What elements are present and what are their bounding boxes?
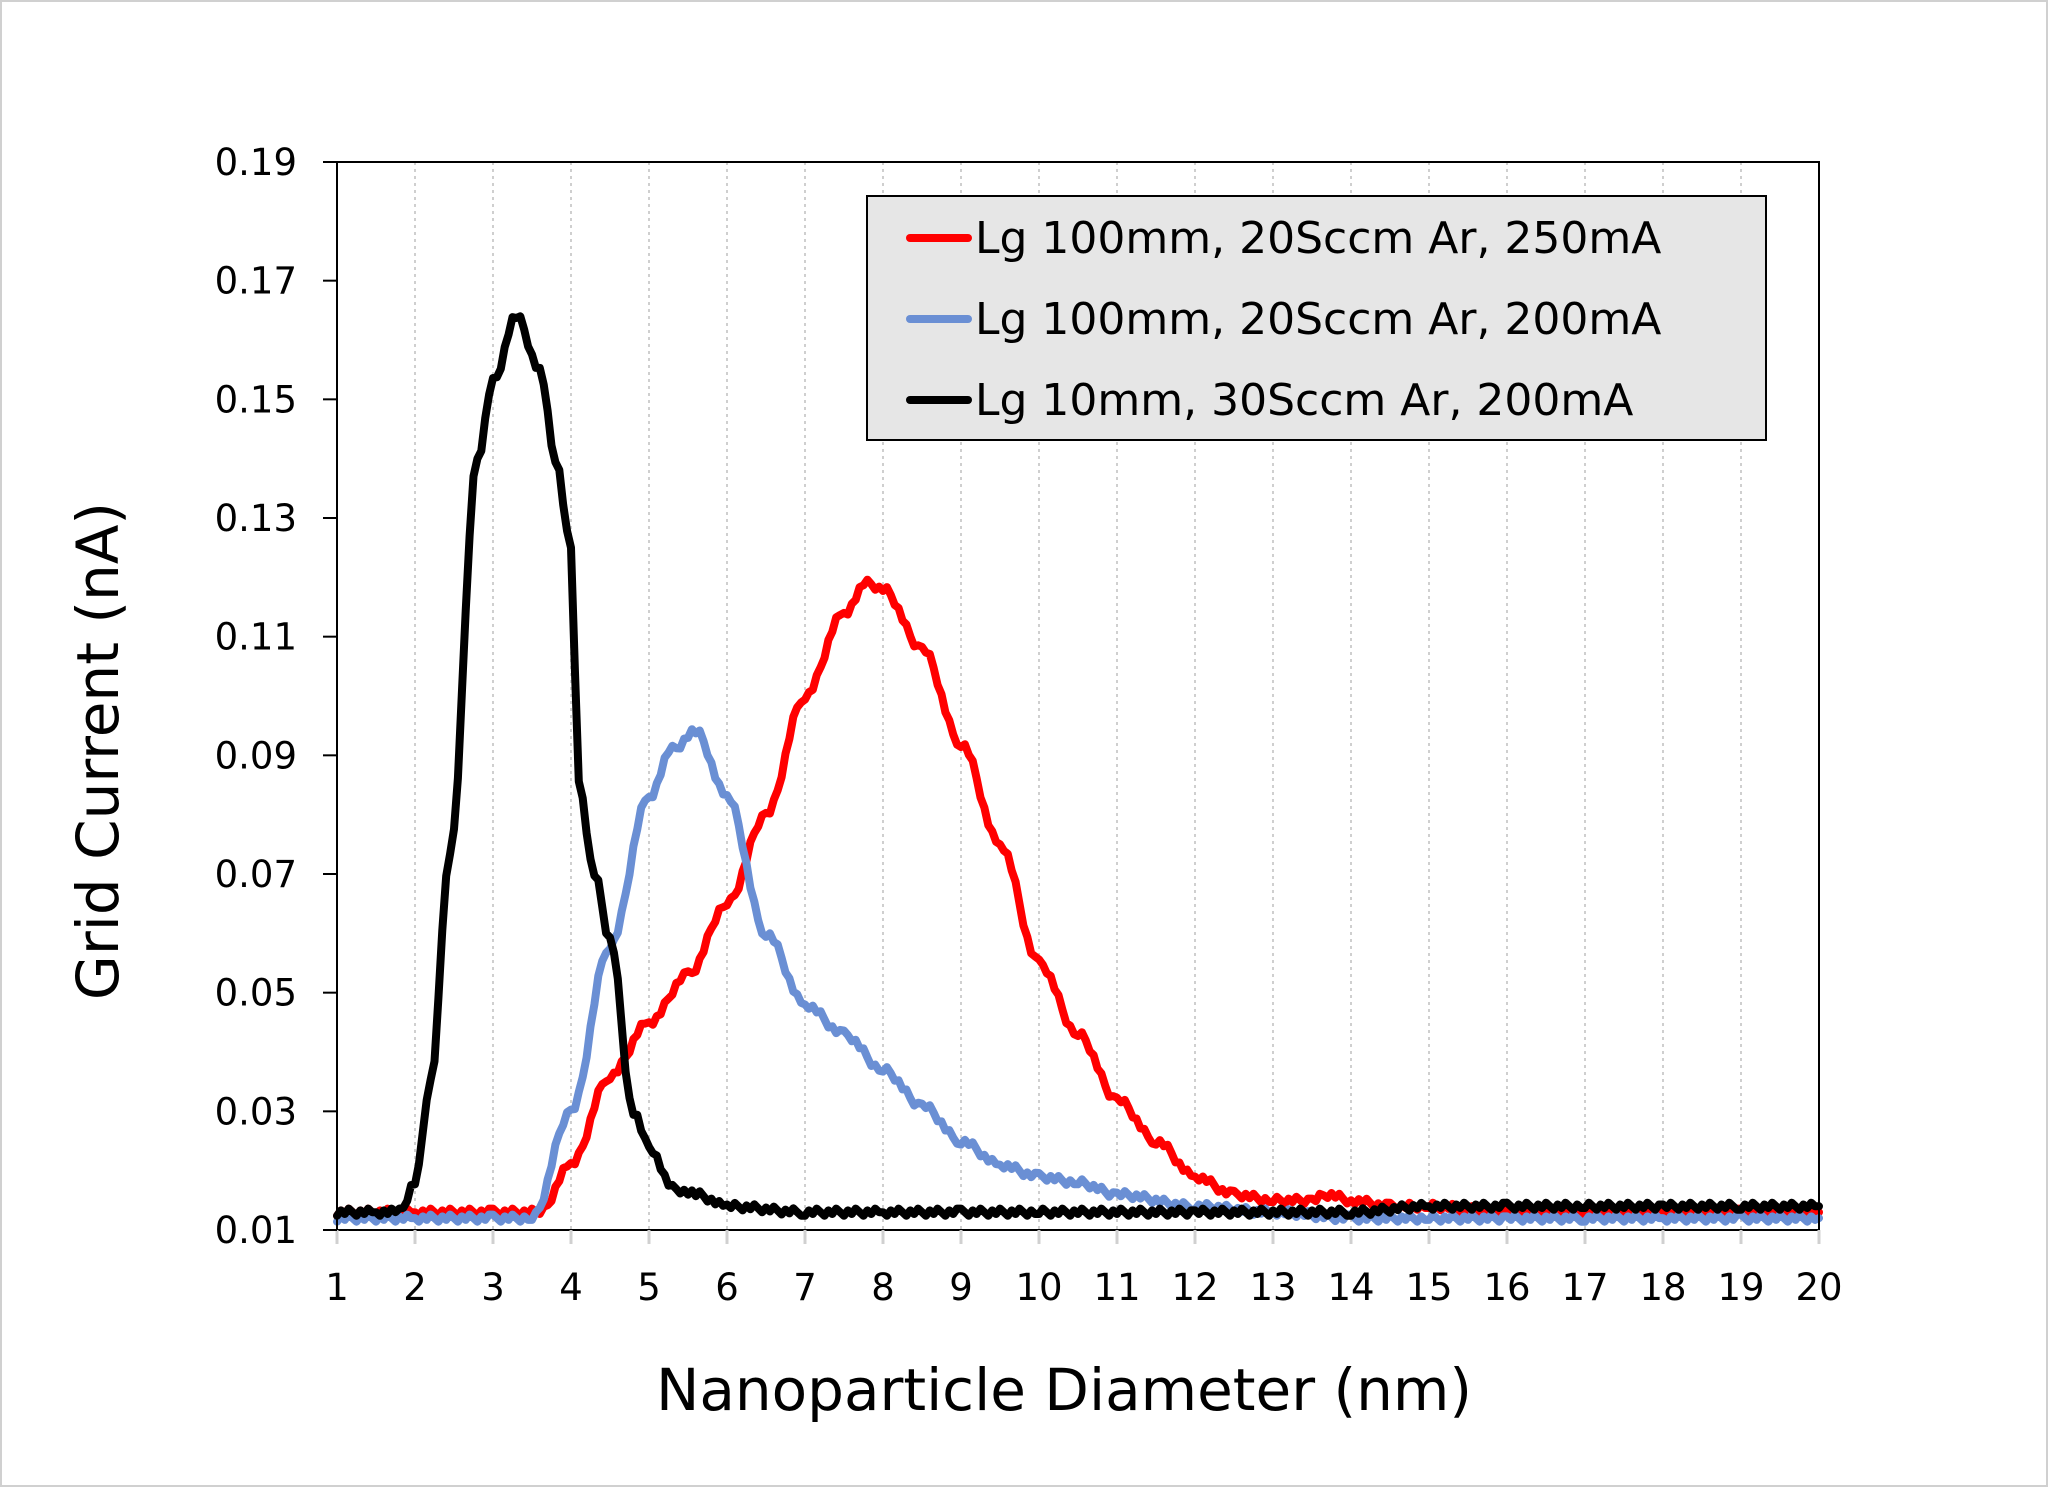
y-axis-title: Grid Current (nA) [64,502,132,1000]
x-tick-label: 12 [1171,1266,1218,1309]
x-tick-label: 16 [1483,1266,1530,1309]
y-tick-label: 0.13 [215,497,297,540]
x-tick-label: 11 [1093,1266,1140,1309]
y-tick-label: 0.15 [215,378,297,421]
plot-border [336,161,1820,1231]
x-tick-label: 15 [1405,1266,1452,1309]
y-tick-label: 0.09 [215,734,297,777]
legend-label: Lg 100mm, 20Sccm Ar, 250mA [975,213,1661,264]
y-axis-ticks: 0.01 0.03 0.05 0.07 0.09 0.11 0.13 0.15 0.17 0.19 [215,141,337,1252]
x-tick-label: 2 [403,1266,427,1309]
x-tick-label: 5 [637,1266,661,1309]
x-tick-label: 3 [481,1266,505,1309]
x-tick-label: 17 [1561,1266,1608,1309]
x-tick-label: 1 [325,1266,349,1309]
legend-box [866,195,1767,441]
x-tick-label: 4 [559,1266,583,1309]
x-tick-label: 7 [793,1266,817,1309]
y-tick-label: 0.01 [215,1209,297,1252]
y-tick-label: 0.11 [215,616,297,659]
x-tick-label: 18 [1639,1266,1686,1309]
x-tick-label: 20 [1795,1266,1842,1309]
legend-label: Lg 10mm, 30Sccm Ar, 200mA [975,375,1633,426]
x-tick-label: 9 [949,1266,973,1309]
x-tick-label: 10 [1015,1266,1062,1309]
legend-label: Lg 100mm, 20Sccm Ar, 200mA [975,294,1661,345]
x-tick-label: 8 [871,1266,895,1309]
y-tick-label: 0.07 [215,853,297,896]
x-axis-ticks: 1 2 3 4 5 6 7 8 9 10 11 12 13 14 15 16 17 18 19 20 [325,1230,1843,1309]
series-line-2 [333,725,1823,1226]
x-tick-label: 6 [715,1266,739,1309]
x-tick-label: 19 [1717,1266,1764,1309]
series-line-3 [333,312,1823,1220]
y-tick-label: 0.03 [215,1090,297,1133]
x-tick-label: 14 [1327,1266,1374,1309]
y-tick-label: 0.19 [215,141,297,184]
y-tick-label: 0.17 [215,260,297,303]
y-tick-label: 0.05 [215,972,297,1015]
legend: Lg 100mm, 20Sccm Ar, 250mA Lg 100mm, 20Sc… [866,195,1767,441]
series-lines [333,312,1823,1226]
x-tick-label: 13 [1249,1266,1296,1309]
x-axis-title: Nanoparticle Diameter (nm) [656,1356,1472,1424]
